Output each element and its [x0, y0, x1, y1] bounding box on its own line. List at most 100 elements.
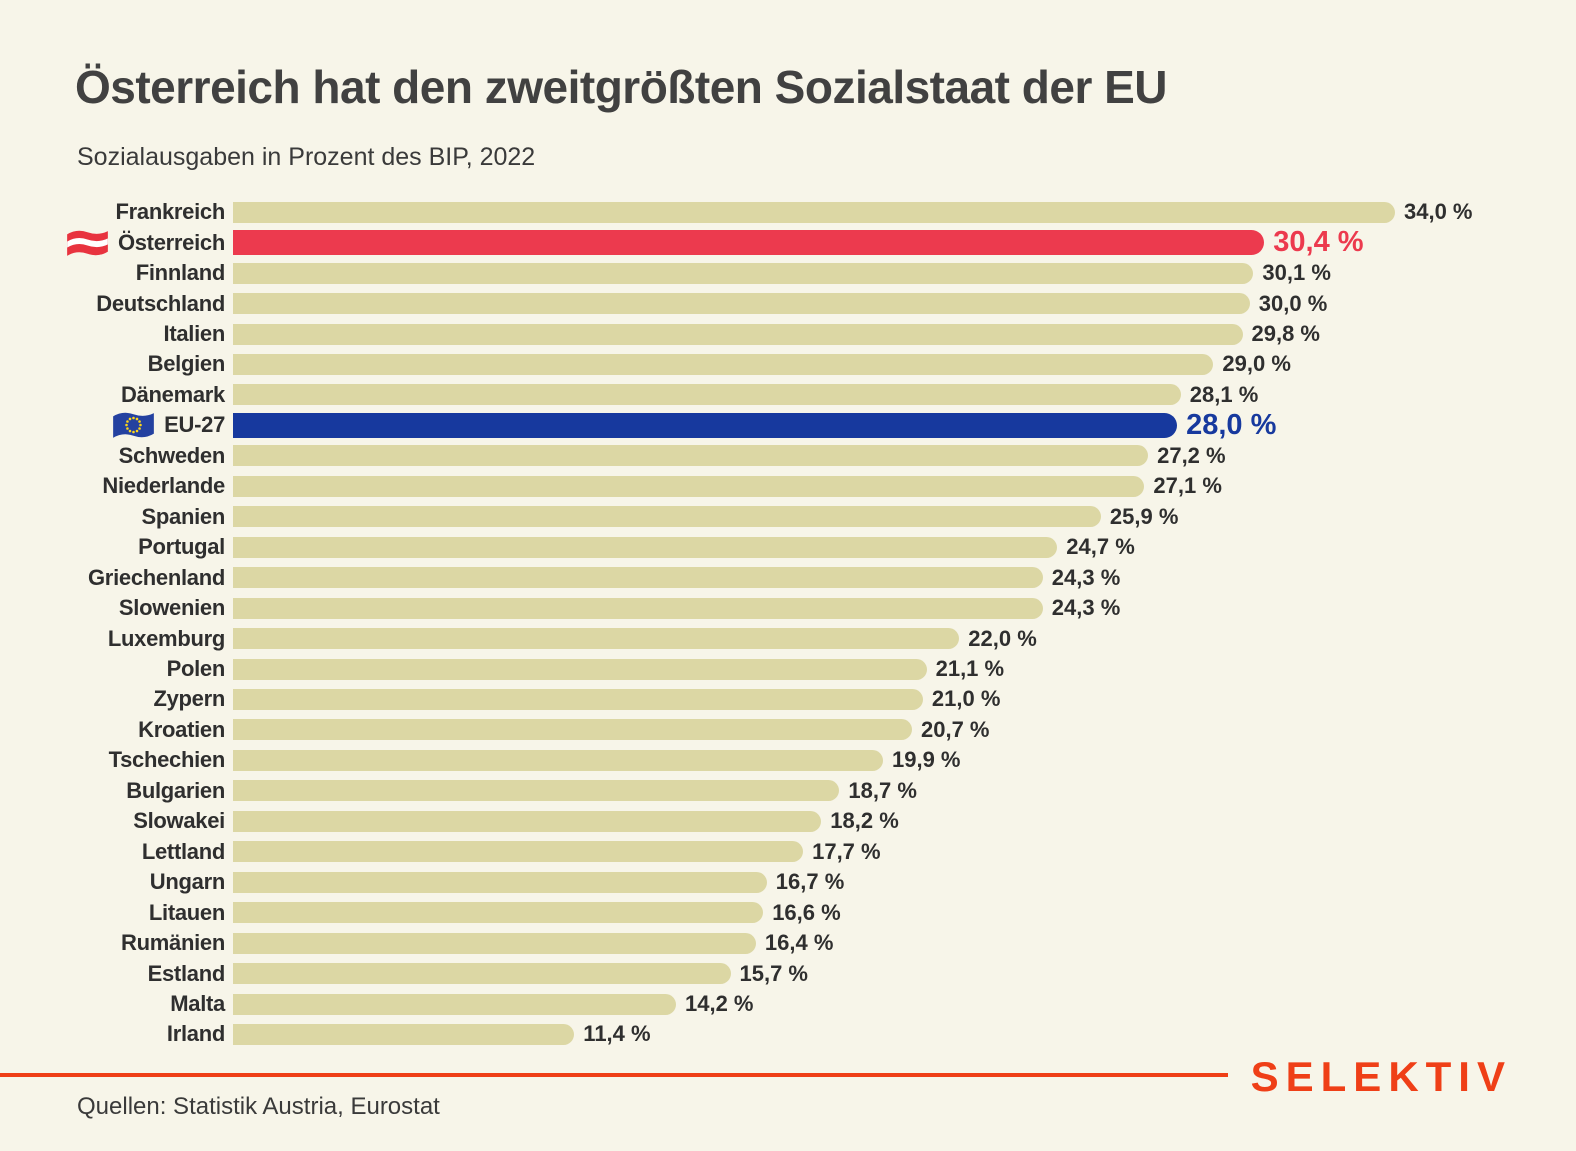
bar-area: 27,2 %: [233, 443, 1576, 469]
row-label-cell: Malta: [0, 991, 233, 1017]
country-label: Rumänien: [121, 930, 225, 956]
page-subtitle: Sozialausgaben in Prozent des BIP, 2022: [77, 143, 536, 171]
bar-area: 29,0 %: [233, 351, 1576, 377]
country-label: Belgien: [147, 351, 226, 377]
bar: [233, 536, 1058, 558]
row-label-cell: Niederlande: [0, 473, 233, 499]
value-label: 34,0 %: [1404, 199, 1473, 225]
country-label: Dänemark: [121, 381, 225, 407]
bar-chart: Frankreich 34,0 % Österreich 30,4 % Finn…: [0, 197, 1576, 1050]
bar-area: 21,1 %: [233, 656, 1576, 682]
value-label: 24,3 %: [1051, 595, 1121, 621]
country-label: Schweden: [118, 442, 226, 468]
chart-row: Ungarn 16,7 %: [0, 867, 1576, 897]
bar-area: 16,4 %: [233, 930, 1576, 956]
chart-row: Irland 11,4 %: [0, 1019, 1576, 1049]
bar-area: 18,7 %: [233, 778, 1576, 804]
chart-row: Niederlande 27,1 %: [0, 471, 1576, 501]
chart-row: Slowenien 24,3 %: [0, 593, 1576, 623]
bar: [233, 810, 822, 832]
bar: [233, 597, 1043, 619]
country-label: Niederlande: [102, 473, 225, 499]
chart-row: Portugal 24,7 %: [0, 532, 1576, 562]
bar: [233, 628, 960, 650]
value-label: 11,4 %: [583, 1021, 651, 1047]
chart-row: Bulgarien 18,7 %: [0, 776, 1576, 806]
bar-area: 22,0 %: [233, 626, 1576, 652]
country-label: Estland: [147, 960, 226, 986]
chart-row: Spanien 25,9 %: [0, 502, 1576, 532]
bar: [233, 688, 923, 710]
value-label: 30,4 %: [1273, 226, 1364, 259]
bar: [233, 963, 731, 985]
row-label-cell: EU-27: [0, 411, 233, 439]
country-label: Litauen: [148, 899, 225, 925]
row-label-cell: Kroatien: [0, 717, 233, 743]
bar-area: 11,4 %: [233, 1021, 1576, 1047]
country-label: Polen: [166, 656, 226, 682]
eu-flag-icon: [112, 411, 155, 439]
chart-row: Tschechien 19,9 %: [0, 745, 1576, 775]
bar-area: 21,0 %: [233, 686, 1576, 712]
value-label: 28,0 %: [1186, 408, 1277, 441]
row-label-cell: Frankreich: [0, 199, 233, 225]
country-label: Portugal: [138, 534, 225, 560]
bar: [233, 993, 676, 1015]
bar: [233, 567, 1043, 589]
chart-row: Griechenland 24,3 %: [0, 562, 1576, 592]
bar: [233, 475, 1145, 497]
chart-row: Lettland 17,7 %: [0, 837, 1576, 867]
chart-row: Österreich 30,4 %: [0, 226, 1576, 259]
bar-area: 18,2 %: [233, 808, 1576, 834]
value-label: 24,3 %: [1051, 564, 1121, 590]
country-label: Zypern: [153, 686, 225, 712]
row-label-cell: Portugal: [0, 534, 233, 560]
value-label: 25,9 %: [1109, 503, 1179, 529]
bar: [233, 506, 1101, 528]
bar: [233, 353, 1214, 375]
bar-area: 30,1 %: [233, 260, 1576, 286]
bar: [233, 719, 912, 741]
row-label-cell: Belgien: [0, 351, 233, 377]
value-label: 21,0 %: [931, 686, 1001, 712]
bar-area: 16,6 %: [233, 900, 1576, 926]
value-label: 19,9 %: [892, 747, 961, 773]
chart-row: Italien 29,8 %: [0, 319, 1576, 349]
bar: [233, 1023, 575, 1045]
bar-area: 15,7 %: [233, 961, 1576, 987]
value-label: 27,1 %: [1153, 473, 1222, 499]
bar-area: 28,1 %: [233, 382, 1576, 408]
row-label-cell: Litauen: [0, 900, 233, 926]
chart-row: Slowakei 18,2 %: [0, 806, 1576, 836]
value-label: 17,7 %: [812, 838, 881, 864]
value-label: 29,0 %: [1222, 351, 1291, 377]
chart-row: Zypern 21,0 %: [0, 684, 1576, 714]
chart-row: Malta 14,2 %: [0, 989, 1576, 1019]
value-label: 30,0 %: [1258, 290, 1328, 316]
value-label: 27,2 %: [1157, 442, 1226, 468]
value-label: 28,1 %: [1189, 381, 1259, 407]
bar: [233, 262, 1254, 284]
country-label: Bulgarien: [126, 777, 225, 803]
country-label: Lettland: [141, 838, 225, 864]
bar-area: 25,9 %: [233, 504, 1576, 530]
chart-row: Frankreich 34,0 %: [0, 197, 1576, 227]
row-label-cell: Lettland: [0, 839, 233, 865]
bar-area: 28,0 %: [233, 409, 1576, 442]
country-label: Kroatien: [138, 716, 225, 742]
bar: [233, 841, 804, 863]
row-label-cell: Slowenien: [0, 595, 233, 621]
chart-row: Estland 15,7 %: [0, 958, 1576, 988]
row-label-cell: Zypern: [0, 686, 233, 712]
chart-row: EU-27 28,0 %: [0, 409, 1576, 442]
row-label-cell: Polen: [0, 656, 233, 682]
brand-logo: SELEKTIV: [1250, 1053, 1512, 1100]
row-label-cell: Finnland: [0, 260, 233, 286]
chart-row: Litauen 16,6 %: [0, 897, 1576, 927]
value-label: 29,8 %: [1251, 321, 1321, 347]
bar: [233, 230, 1265, 256]
country-label: Slowakei: [133, 808, 225, 834]
chart-row: Schweden 27,2 %: [0, 441, 1576, 471]
bar-area: 20,7 %: [233, 717, 1576, 743]
